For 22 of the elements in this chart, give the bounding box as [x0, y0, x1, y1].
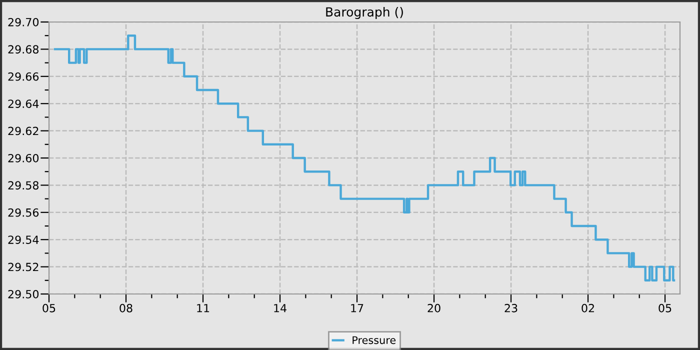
x-tick-label: 02 — [582, 304, 594, 312]
y-tick-label: 29.62 — [8, 126, 38, 136]
x-tick-label: 14 — [274, 304, 286, 312]
y-tick-label: 29.52 — [8, 262, 38, 272]
y-tick-label: 29.56 — [8, 208, 39, 217]
y-tick-label: 29.64 — [8, 100, 39, 108]
x-tick-label: 17 — [351, 304, 364, 312]
y-tick-label: 29.68 — [8, 45, 39, 54]
x-tick-label: 05 — [658, 304, 672, 312]
x-tick-label: 08 — [120, 304, 132, 312]
legend-label: Pressure — [352, 336, 396, 344]
y-tick-label: 29.66 — [8, 72, 39, 81]
y-tick-label: 29.50 — [8, 290, 39, 298]
x-tick-label: 05 — [42, 304, 56, 312]
x-tick-label: 11 — [197, 304, 210, 312]
chart-title: Barograph () — [326, 6, 403, 20]
x-tick-label: 23 — [504, 304, 518, 312]
y-tick-label: 29.54 — [8, 236, 39, 244]
y-tick-label: 29.58 — [8, 181, 39, 190]
y-tick-label: 29.60 — [8, 154, 39, 162]
x-tick-label: 20 — [428, 304, 440, 312]
y-tick-label: 29.70 — [8, 18, 39, 26]
